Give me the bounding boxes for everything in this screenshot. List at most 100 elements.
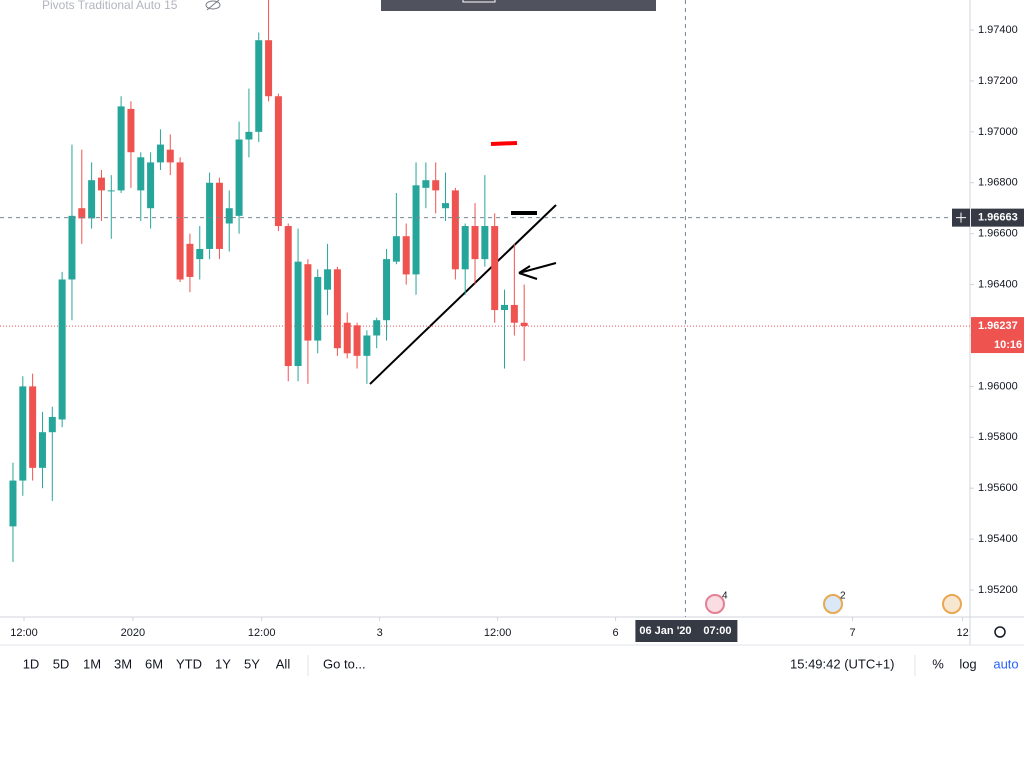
y-tick-label: 1.95200 <box>978 584 1018 596</box>
candle-body <box>245 131 253 140</box>
candle-body <box>88 180 96 219</box>
crosshair-date: 06 Jan '20 <box>639 625 691 637</box>
x-tick-label: 12 <box>957 627 969 639</box>
x-tick-label: 3 <box>377 627 383 639</box>
candle-body <box>461 226 469 270</box>
x-tick-label: 12:00 <box>248 627 276 639</box>
candle-body <box>412 185 420 275</box>
candle-body <box>373 320 381 336</box>
candle-body <box>38 432 46 468</box>
settings-icon[interactable] <box>994 626 1006 638</box>
candle-body <box>363 335 371 356</box>
candle-body <box>471 226 479 260</box>
crosshair-price-box <box>971 208 1024 227</box>
range-button[interactable]: 5D <box>53 656 70 671</box>
event-icon[interactable] <box>823 594 843 614</box>
candle-body <box>343 322 351 354</box>
range-button[interactable]: 1M <box>83 656 101 671</box>
range-button[interactable]: YTD <box>176 656 202 671</box>
candle-body <box>392 236 400 262</box>
eye-icon[interactable] <box>205 0 221 11</box>
drawing-mark <box>490 141 518 146</box>
candle-body <box>225 208 233 224</box>
range-button[interactable]: 1D <box>23 656 40 671</box>
candle-body <box>117 106 125 191</box>
candle-body <box>166 149 174 163</box>
candle-body <box>147 162 155 209</box>
candle-body <box>235 139 243 216</box>
crosshair-price: 1.96663 <box>978 212 1018 224</box>
candle-body <box>127 108 135 153</box>
last-price-box <box>971 317 1024 354</box>
last-price-label: 1.96237 <box>978 320 1018 332</box>
candle-body <box>186 243 194 277</box>
y-tick-label: 1.96800 <box>978 177 1018 189</box>
candle-body <box>491 226 499 311</box>
y-tick-label: 1.95800 <box>978 431 1018 443</box>
indicator-label: Pivots Traditional Auto 15 <box>42 0 178 12</box>
candle-body <box>520 322 528 327</box>
event-icon[interactable] <box>942 594 962 614</box>
candle-body <box>137 157 145 191</box>
top-bar <box>381 0 656 11</box>
candle-body <box>58 279 66 420</box>
candle-body <box>68 215 76 280</box>
range-button[interactable]: All <box>276 656 291 671</box>
range-button[interactable]: 3M <box>114 656 132 671</box>
event-count: 4 <box>722 591 728 602</box>
y-tick-label: 1.97200 <box>978 75 1018 87</box>
candle-body <box>314 276 322 341</box>
candle-body <box>442 203 450 209</box>
log-button[interactable]: log <box>959 656 976 671</box>
y-tick-label: 1.97400 <box>978 24 1018 36</box>
candle-body <box>196 248 204 260</box>
y-tick-label: 1.96600 <box>978 228 1018 240</box>
plus-icon[interactable] <box>956 212 966 223</box>
x-tick-label: 2020 <box>121 627 145 639</box>
countdown: 10:16 <box>994 339 1022 351</box>
x-tick-label: 6 <box>613 627 619 639</box>
range-button[interactable]: 5Y <box>244 656 260 671</box>
auto-button[interactable]: auto <box>993 656 1018 671</box>
percent-button[interactable]: % <box>932 656 944 671</box>
candle-body <box>294 261 302 367</box>
candle-body <box>19 386 27 481</box>
candle-body <box>206 182 214 249</box>
candle-body <box>107 190 115 192</box>
y-tick-label: 1.96000 <box>978 380 1018 392</box>
candle-body <box>29 386 37 468</box>
candle-body <box>48 416 56 433</box>
event-count: 2 <box>840 591 846 602</box>
crosshair-time: 07:00 <box>703 625 731 637</box>
candle-body <box>304 264 312 341</box>
candle-body <box>97 177 105 191</box>
candle-body <box>156 144 164 163</box>
candle-body <box>422 180 430 188</box>
candle-body <box>176 162 184 280</box>
candle-body <box>274 96 282 227</box>
candle-body <box>432 180 440 191</box>
candle-body <box>284 226 292 367</box>
candle-body <box>9 480 17 527</box>
crosshair-time-box <box>635 620 738 642</box>
range-button[interactable]: 6M <box>145 656 163 671</box>
candle-body <box>481 226 489 260</box>
x-tick-label: 12:00 <box>484 627 512 639</box>
clock: 15:49:42 (UTC+1) <box>790 656 894 671</box>
candle-body <box>451 190 459 270</box>
y-tick-label: 1.97000 <box>978 126 1018 138</box>
candle-body <box>353 325 361 356</box>
trend-line <box>369 204 557 385</box>
candle-body <box>510 304 518 323</box>
x-tick-label: 7 <box>849 627 855 639</box>
range-button[interactable]: 1Y <box>215 656 231 671</box>
candle-body <box>333 269 341 349</box>
event-icon[interactable] <box>705 594 725 614</box>
candle-body <box>324 269 332 290</box>
goto-button[interactable]: Go to... <box>323 656 366 671</box>
y-tick-label: 1.95400 <box>978 533 1018 545</box>
candle-body <box>501 304 509 311</box>
candle-body <box>78 208 86 219</box>
candle-body <box>255 40 263 132</box>
